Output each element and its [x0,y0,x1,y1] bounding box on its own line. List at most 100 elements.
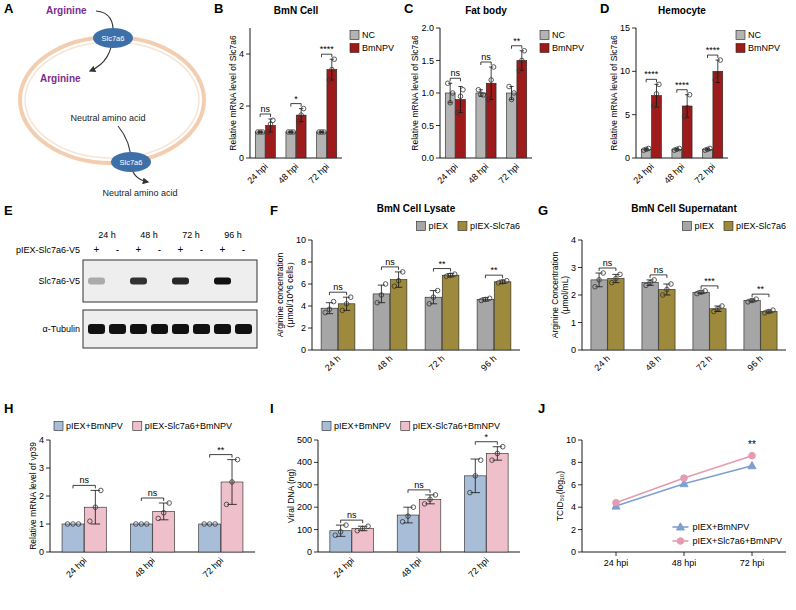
data-point [375,300,380,305]
y-tick-label: 2 [301,323,306,333]
bar [352,528,374,552]
data-point [509,97,514,102]
data-point [93,505,98,510]
data-point [400,270,405,275]
data-point [495,451,500,456]
data-point [260,130,265,135]
legend-swatch [133,422,142,431]
x-tick-label: 24 hpi [631,161,655,185]
blot-band [172,278,189,285]
data-point [322,130,327,135]
significance-label: ** [513,36,521,46]
y-axis-title-line: Relative mRNA level of Slc7a6 [228,35,238,151]
significance-bracket [708,55,718,58]
bar [652,96,662,158]
y-axis [318,440,319,552]
bar [321,308,338,350]
y-axis [582,440,583,552]
blot-lane-sign: + [136,244,142,255]
y-tick [578,350,582,351]
significance-bracket [599,268,616,271]
data-point [213,522,218,527]
data-point [685,105,690,110]
y-tick-label: 3 [39,463,44,473]
x-tick-label: 48 hpi [276,161,300,185]
y-tick-label: 0 [307,547,312,557]
y-tick-label: 4 [39,435,44,445]
blot-column-head: 24 h [98,230,116,240]
significance-label: ns [385,257,395,267]
error-bar [326,303,333,314]
error-bar [330,59,334,80]
significance-label: ns [347,510,357,520]
y-tick [436,158,440,159]
blot-band [130,278,147,285]
significance-bracket [381,267,398,270]
y-axis-title-line: Viral DNA (ng) [286,469,296,523]
chart-panel: DHemocyte051015Relative mRNA level of Sl… [600,1,780,186]
y-tick [632,158,636,159]
data-point [644,283,649,288]
data-point [448,100,453,105]
data-point [299,113,304,118]
bar [62,524,84,552]
plot-area [591,271,777,350]
y-tick-label: 8 [301,257,306,267]
panel-label: G [538,203,548,218]
x-tick-label: 48 h [375,353,394,372]
significance-bracket [322,54,332,57]
x-tick-label: 72 hpi [307,161,331,185]
legend-swatch [54,422,63,431]
data-point [435,288,440,293]
significance-label: ns [148,488,158,498]
significance-bracket [329,292,346,295]
bar [494,282,511,350]
data-point [291,130,296,135]
data-point [481,93,486,98]
legend-label: NC [748,30,761,40]
data-point [333,533,338,538]
x-tick-label: 24 h [323,353,342,372]
x-tick-label: 72 h [694,353,713,372]
y-axis [250,28,251,158]
y-tick [578,484,582,485]
bar [199,524,221,552]
blot-band [193,278,210,285]
data-point [355,528,360,533]
data-point [614,276,619,281]
y-tick [578,462,582,463]
y-tick-label: 0 [239,153,244,163]
y-tick-label: 0 [301,345,306,355]
legend-label: pIEX+BmNPV [692,522,749,532]
data-point [323,310,328,315]
y-axis-title: Viral DNA (ng) [286,469,296,523]
y-tick [246,106,250,107]
y-axis-title-line: （μmol/10^6 cells） [285,257,295,334]
legend-item: pIEX+BmNPV [322,421,391,431]
bar [317,132,327,158]
significance-bracket [141,498,163,501]
data-point [411,505,416,510]
legend-swatch [350,31,359,40]
blot-column-head: 48 h [140,230,158,240]
blot-lane-sign: - [158,244,161,255]
data-point [703,289,708,294]
legend-label: BmNPV [552,43,584,53]
y-tick-label: 6 [301,279,306,289]
error-bar [714,306,721,312]
error-bar [227,460,237,505]
x-tick-label: 72 hpi [693,161,717,185]
x-tick-label: 24 hpi [435,161,459,185]
bar [419,499,441,552]
legend-label: pIEX-Slc7a6+BmNPV [145,421,232,431]
significance-label: **** [706,45,721,55]
y-tick [308,306,312,307]
data-point [266,130,271,135]
y-tick-label: 1.5 [421,56,434,66]
blot-band [88,278,105,285]
y-axis-title-line: Arginine concentration [275,252,285,337]
y-axis-title-line: Relative mRNA level of Slc7a6 [410,35,420,151]
transporter-label: Slc7a6 [102,34,125,43]
transporter [111,152,151,172]
y-axis-title: Arginine Concentration(μmol/mL) [550,252,570,339]
